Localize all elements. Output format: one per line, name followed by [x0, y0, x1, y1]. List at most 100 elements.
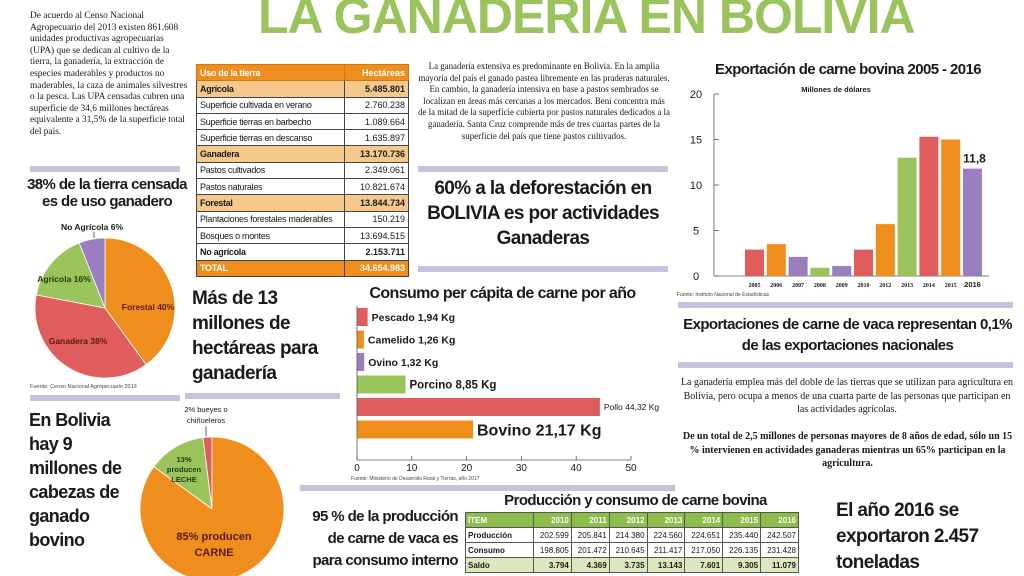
table-cell: 214.380 — [608, 527, 648, 543]
national-exports-headline: Exportaciones de carne de vaca represent… — [683, 316, 1012, 354]
land-use-table: Uso de la tierra Hectáreas Agrícola 5.485.8… — [196, 63, 409, 277]
hectares-value: 2.760.238 — [344, 96, 409, 114]
table-cell: 210.645 — [608, 542, 648, 558]
pie-label: CARNE — [194, 547, 233, 559]
table-row: Consumo 198.805 201.472 210.645 211.417 217.0… — [465, 542, 799, 558]
x-tick-label: 2009 — [836, 283, 848, 289]
table-cell: Consumo — [465, 542, 534, 558]
divider — [418, 266, 668, 272]
pie-label: LECHE — [171, 475, 196, 484]
table-cell: 7.601 — [684, 557, 724, 573]
production-table-title: Producción y consumo de carne bovina — [504, 492, 767, 509]
x-tick-label: 10 — [406, 463, 418, 474]
hectares-value: 10.821.674 — [344, 178, 409, 196]
bar-2006 — [766, 244, 786, 276]
export-bar-chart: Millones de dólares 0 5 10 15 20 2005 2006 2007 2… — [690, 85, 989, 289]
bar-2005 — [745, 249, 764, 276]
hectares-value: 1.089.664 — [344, 112, 409, 131]
bar-annotation: 11,8 — [963, 152, 986, 166]
table-row: Plantaciones forestales maderables 150.21… — [196, 210, 409, 228]
land-use-label: Agrícola — [196, 80, 345, 98]
table-header-cell: 2010 — [533, 512, 572, 528]
table-header-cell: 2011 — [570, 512, 610, 528]
population-paragraph: De un total de 2,5 millones de personas … — [682, 431, 1013, 469]
table-cell: 202.599 — [533, 527, 572, 543]
bar-2008 — [810, 267, 830, 276]
land-use-label: No agrícola — [196, 243, 345, 261]
table-header-cell: ÍTEM — [465, 512, 534, 528]
table-row: Forestal 13.844.734 — [196, 194, 409, 212]
bar-pollo — [357, 398, 600, 416]
pie-label: No Agrícola 6% — [61, 222, 123, 232]
table-row: Ganadera 13.170.736 — [196, 145, 409, 163]
hectares-value: 13.844.734 — [344, 194, 409, 212]
y-tick-label: 15 — [690, 135, 702, 147]
hectares-value: 150.219 — [344, 210, 409, 228]
bar-ovino — [357, 353, 365, 371]
y-tick-label: 10 — [690, 180, 702, 192]
land-use-label: Ganadera — [196, 145, 345, 163]
table-row: Bosques o montes 13.694.515 — [196, 226, 409, 245]
x-tick-label: 2016 — [964, 280, 981, 289]
internal-consumption-headline: 95 % de la producción de carne de vaca e… — [312, 508, 458, 569]
bar-porcino — [357, 375, 406, 394]
bar-camelido — [357, 330, 364, 349]
land-use-label: Superficie tierras en descanso — [196, 129, 345, 147]
table-row: Producción 202.599 205.841 214.380 224.560 22… — [465, 527, 799, 543]
per-capita-title: Consumo per cápita de carne por año — [369, 285, 636, 302]
table-row: Superficie cultivada en verano 2.760.238 — [196, 96, 409, 114]
x-tick-label: 2008 — [814, 283, 826, 289]
deforestation-headline: 60% a la deforestación en BOLIVIA es por… — [427, 178, 659, 249]
x-tick-label: 2014 — [923, 283, 935, 289]
bar-data-label: Pollo 44,32 Kg — [604, 402, 660, 412]
land-use-pie-chart: Forestal 40% Ganadera 38% Agrícola 16% No A… — [34, 222, 176, 379]
bar-2009 — [832, 265, 852, 276]
table-cell: 235.440 — [722, 527, 762, 543]
pie-label: Agrícola 16% — [37, 274, 91, 284]
table-header-cell: 2012 — [608, 512, 648, 528]
x-tick-label: 50 — [625, 463, 637, 474]
chart-subtitle: Millones de dólares — [801, 85, 871, 94]
divider — [300, 485, 675, 491]
pie-label: Forestal 40% — [122, 302, 175, 312]
table-cell: 4.369 — [570, 557, 610, 573]
table-header-cell: Uso de la tierra — [196, 63, 345, 82]
x-tick-label: 2013 — [901, 283, 913, 289]
table-cell: 3.735 — [608, 557, 648, 573]
table-row: Superficie tierras en barbecho 1.089.664 — [196, 112, 409, 131]
per-capita-bar-chart: Pescado 1,94 Kg Camelido 1,26 Kg Ovino 1,3… — [354, 306, 660, 474]
table-cell: 224.560 — [646, 527, 686, 543]
intro-paragraph: De acuerdo al Censo Nacional Agropecuari… — [30, 11, 188, 137]
table-header-cell: 2016 — [760, 512, 799, 528]
pie-label: 13% — [176, 455, 191, 464]
hectares-value: 5.485.801 — [344, 80, 409, 98]
exports-2016-headline: El año 2016 se exportaron 2.457 tonelada… — [836, 500, 979, 573]
table-row: Superficie tierras en descanso 1.635.897 — [196, 129, 409, 147]
table-cell: Producción — [465, 527, 534, 543]
y-tick-label: 5 — [693, 226, 699, 238]
pie-slice — [153, 437, 213, 510]
land-use-label: Pastos naturales — [196, 178, 345, 196]
table-cell: 211.417 — [646, 542, 686, 558]
export-source: Fuente: Instituto Nacional de Estadístic… — [677, 292, 769, 298]
table-cell: 217.050 — [684, 542, 724, 558]
production-table: ÍTEM 2010 2011 2012 2013 2014 2015 2016 Producci… — [465, 512, 799, 573]
bar-pescado — [357, 308, 368, 326]
land-use-label: Superficie cultivada en verano — [196, 96, 345, 114]
bar-data-label: Camelido 1,26 Kg — [368, 334, 456, 346]
table-cell: 11.079 — [760, 557, 799, 573]
table-row: Pastos naturales 10.821.674 — [196, 178, 409, 196]
table-cell: 9.305 — [722, 557, 762, 573]
table-cell: 224.651 — [684, 527, 724, 543]
bar-2007 — [788, 256, 808, 276]
table-cell: 3.794 — [533, 557, 572, 573]
bar-2012 — [875, 224, 895, 276]
table-cell: 226.135 — [722, 542, 762, 558]
main-title: LA GANADERIA EN BOLIVIA — [258, 0, 916, 44]
hectares-value: 2.349.061 — [344, 161, 409, 180]
x-tick-label: 2006 — [770, 283, 782, 289]
x-tick-label: 20 — [461, 463, 473, 474]
export-chart-title: Exportación de carne bovina 2005 - 2016 — [715, 61, 982, 78]
employment-paragraph: La ganadería emplea más del doble de las… — [680, 377, 1014, 415]
bar-2013 — [897, 157, 917, 276]
